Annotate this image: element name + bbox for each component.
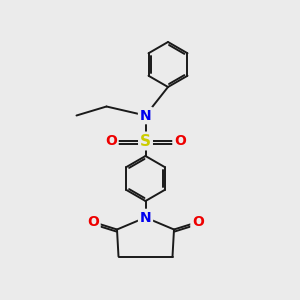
Text: O: O (174, 134, 186, 148)
Text: S: S (140, 134, 151, 148)
Text: N: N (140, 109, 151, 122)
Text: N: N (140, 211, 151, 224)
Text: O: O (192, 215, 204, 229)
Text: O: O (105, 134, 117, 148)
Text: O: O (87, 215, 99, 229)
